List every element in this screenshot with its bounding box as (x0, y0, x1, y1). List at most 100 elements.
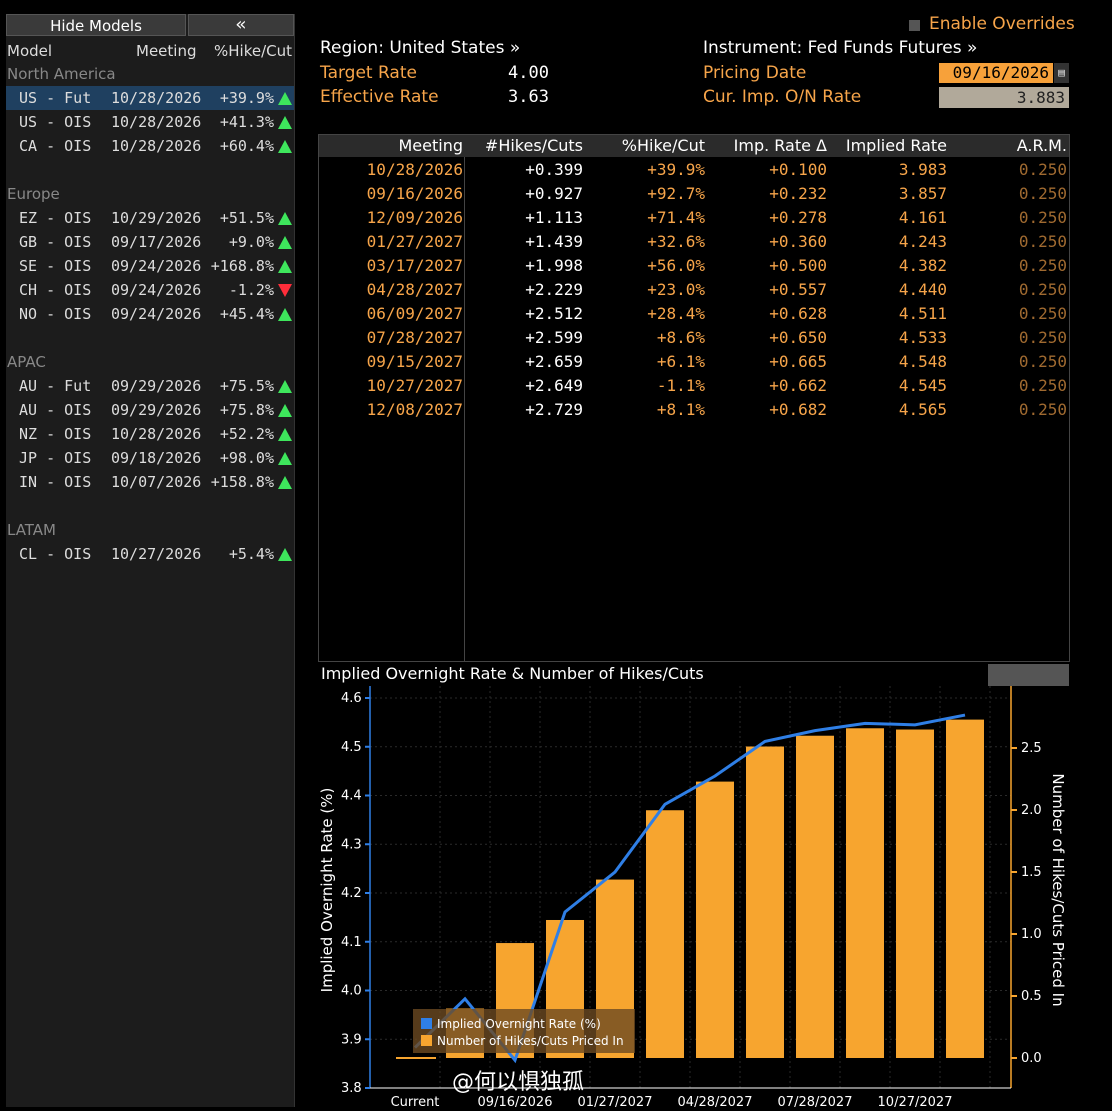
model-pct: +5.4% (228, 545, 274, 563)
table-row[interactable]: 12/09/2026 +1.113 +71.4% +0.278 4.161 0.250 (319, 206, 1069, 230)
table-cell: 0.250 (1018, 256, 1067, 275)
bar (696, 781, 734, 1058)
table-row[interactable]: 04/28/2027 +2.229 +23.0% +0.557 4.440 0.250 (319, 278, 1069, 302)
target-rate-label: Target Rate (320, 63, 417, 83)
table-cell: +71.4% (647, 208, 705, 227)
table-row[interactable]: 03/17/2027 +1.998 +56.0% +0.500 4.382 0.250 (319, 254, 1069, 278)
column-header[interactable]: A.R.M. (1016, 136, 1067, 155)
table-cell: +0.360 (769, 232, 827, 251)
model-name: IN - OIS (19, 473, 92, 491)
col-header-pct[interactable]: %Hike/Cut (214, 42, 292, 60)
model-row[interactable]: NO - OIS 09/24/2026 +45.4% (6, 302, 294, 326)
region-selector[interactable]: Region: United States » (320, 38, 521, 58)
legend-box (413, 1009, 635, 1053)
model-meeting: 10/28/2026 (111, 137, 202, 155)
table-row[interactable]: 01/27/2027 +1.439 +32.6% +0.360 4.243 0.250 (319, 230, 1069, 254)
model-row[interactable]: CL - OIS 10/27/2026 +5.4% (6, 542, 294, 566)
model-row[interactable]: AU - Fut 09/29/2026 +75.5% (6, 374, 294, 398)
model-pct: -1.2% (228, 281, 274, 299)
up-arrow-icon (278, 404, 292, 417)
chart-title: Implied Overnight Rate & Number of Hikes… (321, 664, 704, 683)
y-tick-label: 3.8 (341, 1081, 362, 1096)
column-header[interactable]: %Hike/Cut (621, 136, 705, 155)
enable-overrides-label[interactable]: Enable Overrides (929, 14, 1075, 34)
model-row[interactable]: US - Fut 10/28/2026 +39.9% (6, 86, 294, 110)
table-row[interactable]: 09/15/2027 +2.659 +6.1% +0.665 4.548 0.250 (319, 350, 1069, 374)
up-arrow-icon (278, 548, 292, 561)
y-axis-label: Implied Overnight Rate (%) (318, 788, 336, 993)
model-row[interactable]: EZ - OIS 10/29/2026 +51.5% (6, 206, 294, 230)
model-pct: +9.0% (228, 233, 274, 251)
table-row[interactable]: 06/09/2027 +2.512 +28.4% +0.628 4.511 0.250 (319, 302, 1069, 326)
collapse-panel-button[interactable]: « (188, 14, 294, 36)
model-row[interactable]: AU - OIS 09/29/2026 +75.8% (6, 398, 294, 422)
model-meeting: 09/24/2026 (111, 281, 202, 299)
model-row[interactable]: SE - OIS 09/24/2026 +168.8% (6, 254, 294, 278)
pricing-date-input[interactable]: 09/16/2026 (939, 63, 1053, 83)
on-rate-value: 3.883 (939, 87, 1069, 108)
x-tick-label: 10/27/2027 (878, 1095, 953, 1110)
table-row[interactable]: 09/16/2026 +0.927 +92.7% +0.232 3.857 0.250 (319, 182, 1069, 206)
up-arrow-icon (278, 476, 292, 489)
up-arrow-icon (278, 428, 292, 441)
up-arrow-icon (278, 236, 292, 249)
bar (796, 735, 834, 1058)
table-cell: +2.659 (525, 352, 583, 371)
table-cell: 09/15/2027 (366, 352, 463, 371)
x-tick-label: 07/28/2027 (778, 1095, 853, 1110)
column-header[interactable]: #Hikes/Cuts (484, 136, 583, 155)
up-arrow-icon (278, 260, 292, 273)
table-row[interactable]: 12/08/2027 +2.729 +8.1% +0.682 4.565 0.250 (319, 398, 1069, 422)
y-tick-label: 3.9 (341, 1032, 362, 1047)
model-row[interactable]: GB - OIS 09/17/2026 +9.0% (6, 230, 294, 254)
table-cell: +32.6% (647, 232, 705, 251)
table-row[interactable]: 10/27/2027 +2.649 -1.1% +0.662 4.545 0.250 (319, 374, 1069, 398)
y-tick-label: 4.5 (341, 740, 362, 755)
x-tick-label: 01/27/2027 (578, 1095, 653, 1110)
column-header[interactable]: Implied Rate (845, 136, 947, 155)
model-name: SE - OIS (19, 257, 92, 275)
model-row[interactable]: CA - OIS 10/28/2026 +60.4% (6, 134, 294, 158)
column-header[interactable]: Meeting (398, 136, 463, 155)
model-row[interactable]: JP - OIS 09/18/2026 +98.0% (6, 446, 294, 470)
table-cell: +1.998 (525, 256, 583, 275)
table-cell: 0.250 (1018, 184, 1067, 203)
enable-overrides-checkbox[interactable] (909, 20, 920, 31)
model-pct: +52.2% (219, 425, 274, 443)
hide-models-button[interactable]: Hide Models (6, 14, 186, 36)
model-row[interactable]: US - OIS 10/28/2026 +41.3% (6, 110, 294, 134)
table-cell: +0.628 (769, 304, 827, 323)
table-cell: 0.250 (1018, 352, 1067, 371)
model-pct: +98.0% (219, 449, 274, 467)
table-cell: 4.440 (898, 280, 947, 299)
table-cell: +0.278 (769, 208, 827, 227)
table-cell: +0.399 (525, 160, 583, 179)
up-arrow-icon (278, 140, 292, 153)
target-rate-value: 4.00 (508, 63, 549, 83)
model-row[interactable]: IN - OIS 10/07/2026 +158.8% (6, 470, 294, 494)
model-row[interactable]: NZ - OIS 10/28/2026 +52.2% (6, 422, 294, 446)
column-header[interactable]: Imp. Rate Δ (733, 136, 827, 155)
model-name: CH - OIS (19, 281, 92, 299)
table-row[interactable]: 10/28/2026 +0.399 +39.9% +0.100 3.983 0.250 (319, 158, 1069, 182)
table-cell: 4.161 (898, 208, 947, 227)
table-cell: +0.232 (769, 184, 827, 203)
model-row[interactable]: CH - OIS 09/24/2026 -1.2% (6, 278, 294, 302)
table-cell: 06/09/2027 (366, 304, 463, 323)
x-tick-label: 04/28/2027 (678, 1095, 753, 1110)
table-cell: 3.857 (898, 184, 947, 203)
table-cell: +39.9% (647, 160, 705, 179)
instrument-selector[interactable]: Instrument: Fed Funds Futures » (703, 38, 978, 58)
col-header-meeting[interactable]: Meeting (136, 42, 197, 60)
model-name: JP - OIS (19, 449, 92, 467)
model-name: CL - OIS (19, 545, 92, 563)
y-right-tick-label: 1.5 (1021, 865, 1042, 880)
table-row[interactable]: 07/28/2027 +2.599 +8.6% +0.650 4.533 0.250 (319, 326, 1069, 350)
calendar-icon[interactable]: ▤ (1054, 63, 1069, 83)
column-divider (464, 157, 465, 661)
bar (746, 746, 784, 1058)
table-cell: 12/08/2027 (366, 400, 463, 419)
model-meeting: 10/27/2026 (111, 545, 202, 563)
watermark: @何以惧独孤 (452, 1070, 585, 1095)
col-header-model[interactable]: Model (7, 42, 53, 60)
